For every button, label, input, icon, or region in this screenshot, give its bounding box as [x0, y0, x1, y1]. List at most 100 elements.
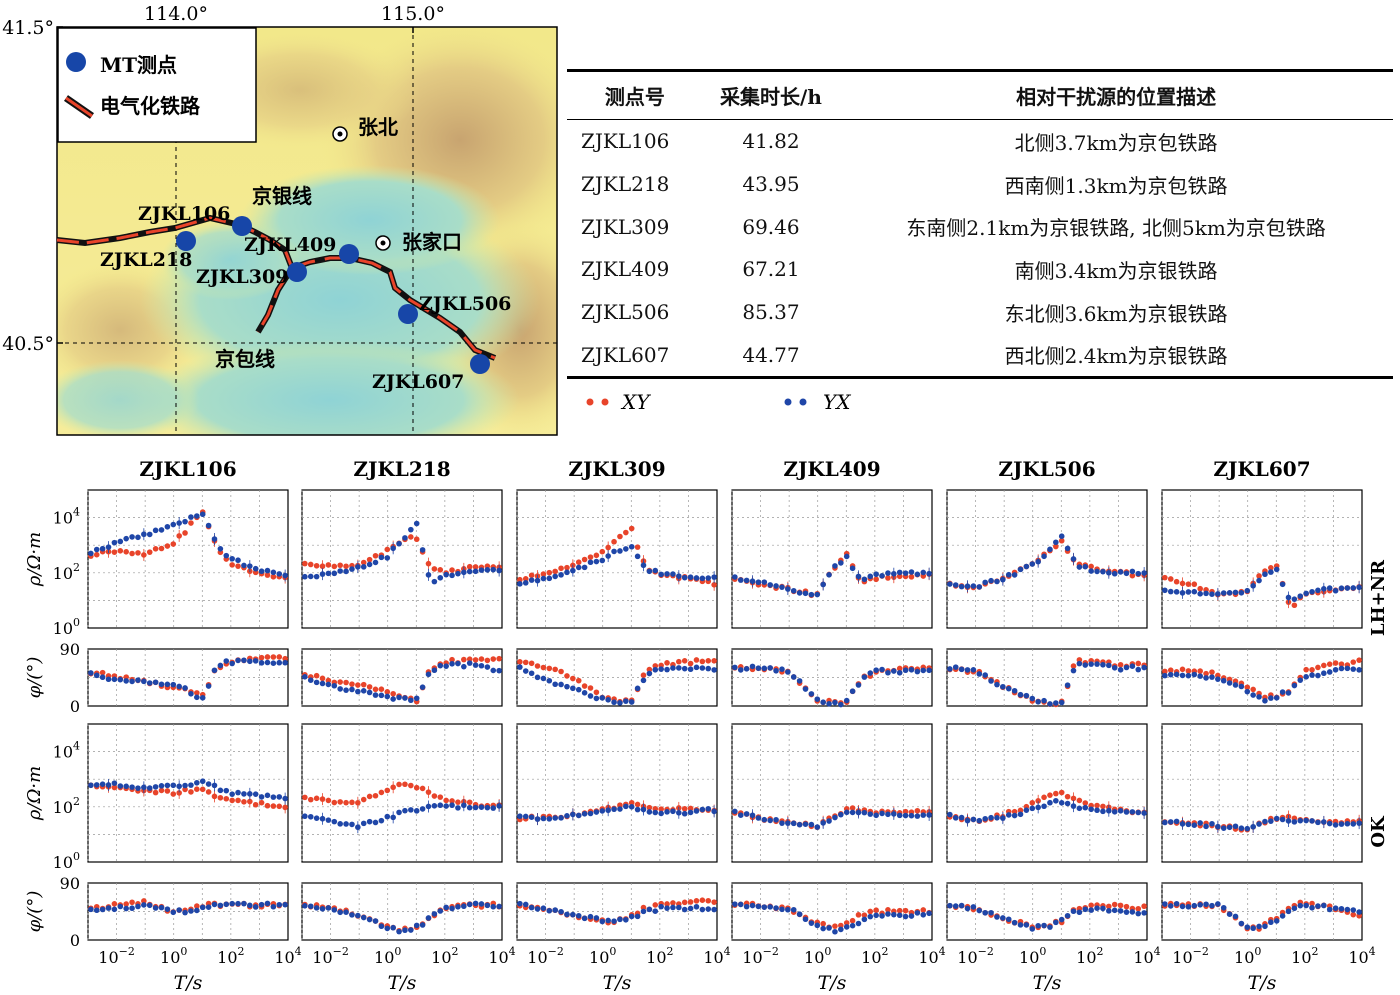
period-axis-label: T/s [818, 972, 847, 994]
xy-rho-point [873, 576, 879, 583]
yx-phi-point [1185, 672, 1192, 679]
xy-phi-point [1088, 902, 1094, 909]
yx-rho-point [490, 566, 497, 573]
yx-phi-point [1094, 661, 1100, 667]
yx-phi-point [1053, 700, 1059, 706]
yx-rho-point [581, 564, 588, 571]
yx-rho-point [205, 522, 212, 529]
yx-phi-point [1285, 690, 1292, 696]
yx-rho-point [914, 813, 921, 819]
yx-rho-point [1111, 809, 1118, 815]
yx-rho-point [1191, 588, 1198, 595]
xy-phi-point [99, 669, 106, 676]
station-markers [176, 216, 490, 374]
yx-rho-point [319, 815, 326, 822]
yx-rho-point [1315, 587, 1321, 594]
rho-panel-frame [731, 723, 933, 863]
yx-phi-point [1232, 913, 1239, 920]
xy-phi-point [681, 899, 688, 906]
yx-phi-point [1135, 666, 1142, 673]
yx-phi-point [490, 667, 497, 674]
yx-phi-point [152, 905, 159, 911]
yx-rho-point [1129, 809, 1136, 815]
yx-rho-point [676, 809, 682, 816]
yx-rho-point [390, 545, 396, 552]
yx-rho-point [1321, 586, 1327, 592]
yx-phi-point [1000, 915, 1006, 921]
yx-phi-point [378, 692, 385, 699]
yx-rho-point [699, 575, 706, 582]
yx-phi-point [1035, 698, 1041, 705]
yx-phi-point [737, 901, 744, 908]
yx-phi-point [1315, 672, 1321, 679]
yx-rho-point [313, 573, 320, 580]
yx-rho-point [99, 545, 106, 552]
yx-rho-point [861, 576, 868, 583]
xy-rho-point [628, 799, 635, 806]
yx-rho-point [372, 819, 379, 826]
table-row: ZJKL106 41.82 北侧3.7km为京包铁路 [567, 120, 1393, 163]
xy-rho-point [188, 520, 194, 526]
terrain-map: 114.0° 115.0° 41.5° 40.5° MT测点 电气化铁路 张北 [2, 3, 558, 436]
yx-rho-point [282, 795, 288, 802]
yx-rho-point [419, 806, 426, 812]
yx-rho-point [623, 803, 629, 810]
yx-phi-point [478, 662, 485, 669]
table-row: ZJKL506 85.37 东北侧3.6km为京银铁路 [567, 291, 1393, 334]
yx-rho-point [1250, 582, 1256, 589]
yx-rho-point [496, 567, 502, 574]
yx-phi-point [1070, 908, 1077, 915]
yx-phi-point [217, 902, 224, 909]
yx-rho-point [129, 784, 135, 790]
yx-phi-point [908, 913, 915, 919]
yx-rho-point [360, 564, 367, 570]
yx-rho-point [687, 809, 694, 816]
yx-rho-point [773, 816, 779, 823]
xy-phi-point [517, 659, 523, 665]
xy-rho-point [384, 787, 391, 794]
yx-phi-point [982, 672, 988, 678]
yx-rho-point [235, 789, 241, 796]
yx-rho-point [534, 816, 541, 822]
yx-rho-point [325, 817, 332, 823]
xy-phi-point [1141, 903, 1147, 910]
yx-rho-point [982, 815, 988, 822]
yx-phi-point [849, 922, 856, 929]
yx-phi-point [1344, 665, 1351, 672]
yx-rho-point [693, 808, 700, 814]
yx-rho-point [1070, 803, 1077, 809]
yx-phi-point [1111, 907, 1118, 914]
yx-phi-point [1326, 669, 1333, 675]
table-cell: ZJKL309 [581, 214, 670, 239]
xy-rho-point [158, 787, 165, 794]
xy-phi-point [1197, 668, 1203, 674]
yx-phi-point [270, 660, 277, 666]
yx-rho-point [88, 782, 94, 789]
yx-rho-point [832, 814, 838, 821]
xy-rho-point [229, 562, 235, 568]
yx-phi-point [1041, 697, 1047, 704]
yx-phi-point [455, 660, 461, 667]
table-cell: 69.46 [742, 214, 800, 239]
yx-phi-point [964, 667, 971, 673]
yx-phi-point [176, 683, 182, 690]
yx-rho-point [522, 813, 529, 820]
yx-phi-point [355, 912, 361, 919]
xy-rho-point [402, 781, 408, 788]
yx-phi-point [1273, 918, 1280, 924]
xy-rho-point [146, 549, 153, 555]
yx-phi-point [229, 900, 235, 907]
yx-phi-point [313, 679, 320, 686]
yx-rho-point [914, 571, 921, 578]
yx-phi-point [843, 924, 850, 930]
xy-rho-point [1094, 802, 1100, 809]
latitude-label: 40.5° [2, 333, 54, 355]
yx-rho-point [276, 794, 283, 800]
yx-phi-point [1332, 666, 1339, 673]
xy-rho-point [325, 562, 332, 568]
yx-rho-point [176, 520, 182, 526]
yx-rho-point [1029, 805, 1036, 812]
period-tick-label: 102 [646, 945, 673, 967]
phi-tick-label: 0 [70, 697, 80, 716]
yx-phi-point [1088, 907, 1094, 913]
